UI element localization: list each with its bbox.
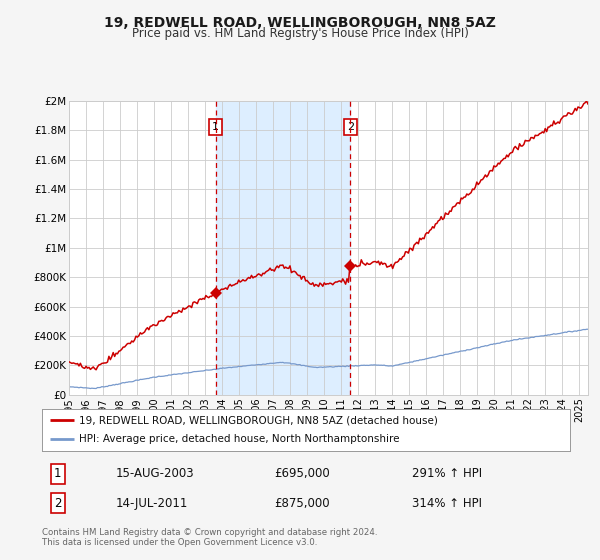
Text: 291% ↑ HPI: 291% ↑ HPI — [412, 468, 482, 480]
Text: 15-AUG-2003: 15-AUG-2003 — [116, 468, 194, 480]
Text: £695,000: £695,000 — [274, 468, 330, 480]
Text: 1: 1 — [54, 468, 62, 480]
Text: 19, REDWELL ROAD, WELLINGBOROUGH, NN8 5AZ: 19, REDWELL ROAD, WELLINGBOROUGH, NN8 5A… — [104, 16, 496, 30]
Text: 2: 2 — [54, 497, 62, 510]
Text: HPI: Average price, detached house, North Northamptonshire: HPI: Average price, detached house, Nort… — [79, 435, 400, 445]
Text: £875,000: £875,000 — [274, 497, 330, 510]
Bar — [215, 101, 350, 395]
Text: This data is licensed under the Open Government Licence v3.0.: This data is licensed under the Open Gov… — [42, 538, 317, 547]
Text: 1: 1 — [212, 122, 219, 132]
Text: 14-JUL-2011: 14-JUL-2011 — [116, 497, 188, 510]
Text: Price paid vs. HM Land Registry's House Price Index (HPI): Price paid vs. HM Land Registry's House … — [131, 27, 469, 40]
Text: 19, REDWELL ROAD, WELLINGBOROUGH, NN8 5AZ (detached house): 19, REDWELL ROAD, WELLINGBOROUGH, NN8 5A… — [79, 415, 438, 425]
Text: Contains HM Land Registry data © Crown copyright and database right 2024.: Contains HM Land Registry data © Crown c… — [42, 528, 377, 536]
Text: 2: 2 — [347, 122, 354, 132]
Text: 314% ↑ HPI: 314% ↑ HPI — [412, 497, 482, 510]
